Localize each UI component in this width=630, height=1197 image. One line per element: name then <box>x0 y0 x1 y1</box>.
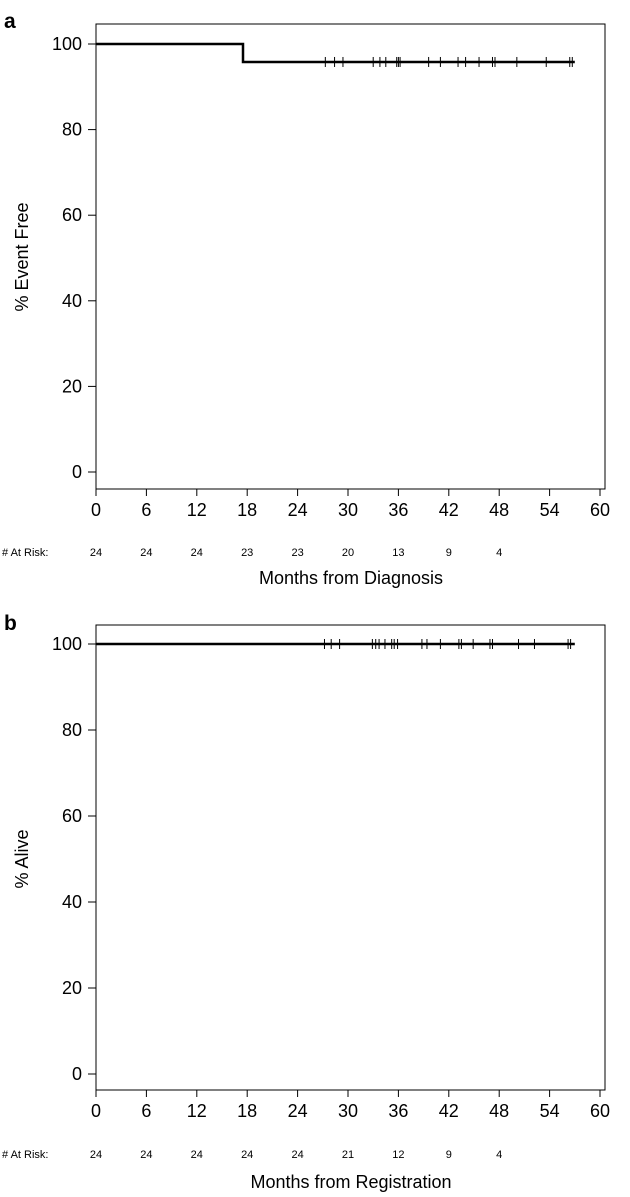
panel-a-at-risk-table: # At Risk: 24 24 24 23 23 20 13 9 4 <box>2 547 502 559</box>
panel-a-at-risk-count: 20 <box>342 547 354 559</box>
panel-a-survival-curve <box>96 42 575 64</box>
panel-b-x-tick-label: 54 <box>540 1101 560 1121</box>
panel-a-letter: a <box>4 10 16 33</box>
panel-b-x-tick-label: 42 <box>439 1101 459 1121</box>
panel-b-at-risk-count: 24 <box>191 1149 203 1161</box>
panel-b-at-risk-count: 9 <box>446 1149 452 1161</box>
panel-b-x-tick-label: 18 <box>237 1101 257 1121</box>
panel-a-x-tick-label: 42 <box>439 500 459 520</box>
panel-b-y-tick-label: 100 <box>52 634 82 654</box>
panel-b-x-tick-label: 36 <box>388 1101 408 1121</box>
panel-a-y-tick-label: 40 <box>62 291 82 311</box>
panel-b-at-risk-count: 21 <box>342 1149 354 1161</box>
panel-a-at-risk-count: 9 <box>446 547 452 559</box>
panel-a-y-tick-label: 0 <box>72 462 82 482</box>
panel-a-at-risk-count: 23 <box>291 547 303 559</box>
panel-a-at-risk-label: # At Risk: <box>2 547 48 559</box>
panel-a-x-axis-title: Months from Diagnosis <box>259 568 443 588</box>
panel-a-at-risk-count: 24 <box>90 547 102 559</box>
panel-a-y-tick-label: 80 <box>62 120 82 140</box>
panel-b-x-tick-label: 60 <box>590 1101 610 1121</box>
panel-b-at-risk-count: 12 <box>392 1149 404 1161</box>
panel-b-x-tick-label: 12 <box>187 1101 207 1121</box>
panel-b-x-tick-label: 0 <box>91 1101 101 1121</box>
panel-b-at-risk-count: 4 <box>496 1149 502 1161</box>
panel-b-x-tick-label: 24 <box>288 1101 308 1121</box>
panel-a-x-tick-label: 30 <box>338 500 358 520</box>
panel-b-x-tick-label: 30 <box>338 1101 358 1121</box>
panel-b-y-tick-label: 20 <box>62 978 82 998</box>
panel-b-plot-frame <box>95 624 606 1091</box>
panel-b-y-axis: 0 20 40 60 80 100 <box>52 634 96 1084</box>
panel-b-at-risk-count: 24 <box>140 1149 152 1161</box>
panel-a-plot-frame <box>95 23 606 490</box>
panel-a-x-tick-label: 24 <box>288 500 308 520</box>
panel-a-y-axis: 0 20 40 60 80 100 <box>52 34 96 482</box>
panel-b-at-risk-count: 24 <box>241 1149 253 1161</box>
panel-b-y-tick-label: 60 <box>62 806 82 826</box>
panel-a-chart: a 0 20 40 60 80 100 0 6 12 18 24 30 36 42 48 54 60 # At… <box>2 10 610 588</box>
panel-b-x-tick-label: 6 <box>141 1101 151 1121</box>
panel-b-chart: b 0 20 40 60 80 100 0 6 12 18 24 30 36 42 48 54 60 # At… <box>2 612 610 1192</box>
panel-b-y-tick-label: 0 <box>72 1064 82 1084</box>
panel-a-x-tick-label: 48 <box>489 500 509 520</box>
panel-b-letter: b <box>4 612 17 635</box>
panel-a-y-tick-label: 60 <box>62 205 82 225</box>
panel-a-x-tick-label: 12 <box>187 500 207 520</box>
panel-a-y-axis-title: % Event Free <box>12 202 32 311</box>
panel-a-x-tick-label: 0 <box>91 500 101 520</box>
panel-a-at-risk-count: 23 <box>241 547 253 559</box>
panel-b-y-tick-label: 40 <box>62 892 82 912</box>
panel-b-at-risk-count: 24 <box>90 1149 102 1161</box>
panel-a-x-tick-label: 60 <box>590 500 610 520</box>
panel-b-at-risk-label: # At Risk: <box>2 1149 48 1161</box>
panel-b-x-tick-label: 48 <box>489 1101 509 1121</box>
panel-b-at-risk-table: # At Risk: 24 24 24 24 24 21 12 9 4 <box>2 1149 502 1161</box>
panel-a-x-tick-label: 36 <box>388 500 408 520</box>
panel-b-x-axis-title: Months from Registration <box>250 1172 451 1192</box>
panel-a-x-tick-label: 54 <box>540 500 560 520</box>
panel-a-y-tick-label: 20 <box>62 376 82 396</box>
panel-b-x-axis: 0 6 12 18 24 30 36 42 48 54 60 <box>91 1090 610 1121</box>
panel-b-y-axis-title: % Alive <box>12 829 32 888</box>
panel-a-at-risk-count: 24 <box>191 547 203 559</box>
panel-a-x-axis: 0 6 12 18 24 30 36 42 48 54 60 <box>91 489 610 520</box>
panel-b-at-risk-count: 24 <box>291 1149 303 1161</box>
panel-a-x-tick-label: 6 <box>141 500 151 520</box>
panel-a-y-tick-label: 100 <box>52 34 82 54</box>
panel-a-x-tick-label: 18 <box>237 500 257 520</box>
panel-a-at-risk-count: 24 <box>140 547 152 559</box>
panel-a-at-risk-count: 13 <box>392 547 404 559</box>
panel-a-at-risk-count: 4 <box>496 547 502 559</box>
panel-b-y-tick-label: 80 <box>62 720 82 740</box>
